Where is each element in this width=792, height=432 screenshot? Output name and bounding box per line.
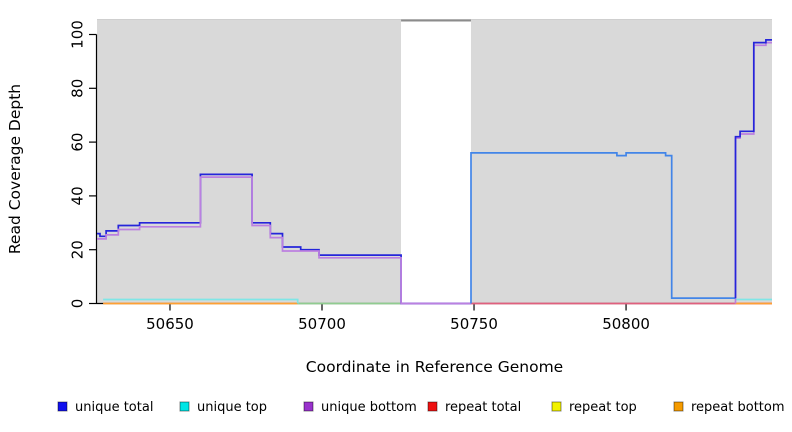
legend-label-unique-total: unique total: [75, 400, 153, 415]
legend-label-repeat-bottom: repeat bottom: [691, 400, 785, 415]
y-tick-label: 80: [69, 79, 87, 98]
uncovered-gap: [401, 19, 471, 304]
series-line-unique-total-plateau-: [470, 152, 736, 304]
y-tick-label: 40: [69, 186, 87, 205]
legend-swatch-repeat-top: [551, 401, 562, 412]
legend-swatch-unique-top: [179, 401, 190, 412]
legend-swatch-repeat-bottom: [673, 401, 684, 412]
legend-label-repeat-total: repeat total: [445, 400, 521, 415]
covered-region-left: [97, 19, 402, 304]
y-tick-label: 100: [69, 20, 87, 49]
x-tick-label: 50750: [450, 315, 498, 333]
y-tick-label: 20: [69, 240, 87, 259]
legend-swatch-unique-total: [57, 401, 68, 412]
legend-swatch-repeat-total: [427, 401, 438, 412]
series-line-unique-bottom-left-: [97, 176, 471, 305]
legend-label-unique-bottom: unique bottom: [321, 400, 417, 415]
legend-label-repeat-top: repeat top: [569, 400, 637, 415]
series-line-unique-total-right-: [734, 39, 772, 299]
series-line-unique-top-left-: [103, 298, 299, 304]
x-tick-label: 50650: [146, 315, 194, 333]
x-axis-label: Coordinate in Reference Genome: [306, 358, 563, 376]
series-line-unique-bottom-right-: [734, 41, 772, 304]
legend-label-unique-top: unique top: [197, 400, 267, 415]
y-axis-label: Read Coverage Depth: [6, 84, 24, 254]
y-tick-label: 0: [69, 299, 87, 309]
covered-region-right: [470, 19, 772, 304]
x-tick-label: 50800: [602, 315, 650, 333]
y-tick-label: 60: [69, 133, 87, 152]
legend-swatch-unique-bottom: [303, 401, 314, 412]
x-tick-label: 50700: [298, 315, 346, 333]
